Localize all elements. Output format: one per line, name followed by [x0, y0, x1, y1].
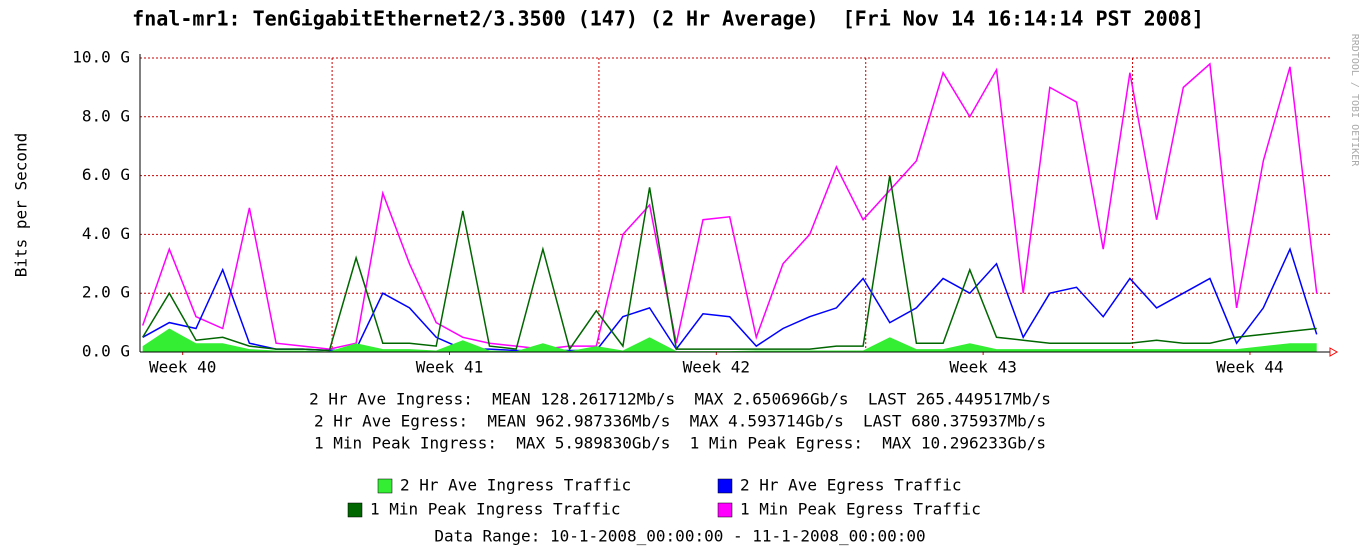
x-tick-label: Week 40	[149, 358, 216, 377]
x-tick-label: Week 42	[683, 358, 750, 377]
y-tick-label: 8.0 G	[82, 106, 130, 125]
legend-swatch	[377, 478, 393, 494]
stats-line: 1 Min Peak Ingress: MAX 5.989830Gb/s 1 M…	[314, 434, 1046, 453]
area	[142, 328, 1317, 352]
stats-line: 2 Hr Ave Egress: MEAN 962.987336Mb/s MAX…	[314, 412, 1046, 431]
watermark: RRDTOOL / TOBI OETIKER	[1349, 34, 1360, 167]
legend-swatch	[347, 502, 363, 518]
x-tick-label: Week 44	[1216, 358, 1283, 377]
y-axis-label: Bits per Second	[12, 133, 31, 278]
line	[142, 175, 1317, 352]
y-tick-label: 10.0 G	[72, 48, 130, 67]
stats-line: 2 Hr Ave Ingress: MEAN 128.261712Mb/s MA…	[309, 390, 1051, 409]
chart-title: fnal-mr1: TenGigabitEthernet2/3.3500 (14…	[132, 7, 1204, 31]
legend-label: 2 Hr Ave Egress Traffic	[740, 476, 962, 495]
y-tick-label: 4.0 G	[82, 224, 130, 243]
y-tick-label: 6.0 G	[82, 165, 130, 184]
line	[142, 247, 1318, 352]
data-range: Data Range: 10-1-2008_00:00:00 - 11-1-20…	[434, 527, 925, 546]
y-tick-label: 2.0 G	[82, 283, 130, 302]
x-tick-label: Week 43	[949, 358, 1016, 377]
y-tick-label: 0.0 G	[82, 342, 130, 361]
legend-label: 2 Hr Ave Ingress Traffic	[400, 476, 631, 495]
axis-arrow	[1329, 347, 1339, 357]
legend-label: 1 Min Peak Ingress Traffic	[370, 500, 620, 519]
legend-swatch	[717, 478, 733, 494]
line	[141, 62, 1318, 350]
legend-label: 1 Min Peak Egress Traffic	[740, 500, 981, 519]
legend-swatch	[717, 502, 733, 518]
x-tick-label: Week 41	[416, 358, 483, 377]
